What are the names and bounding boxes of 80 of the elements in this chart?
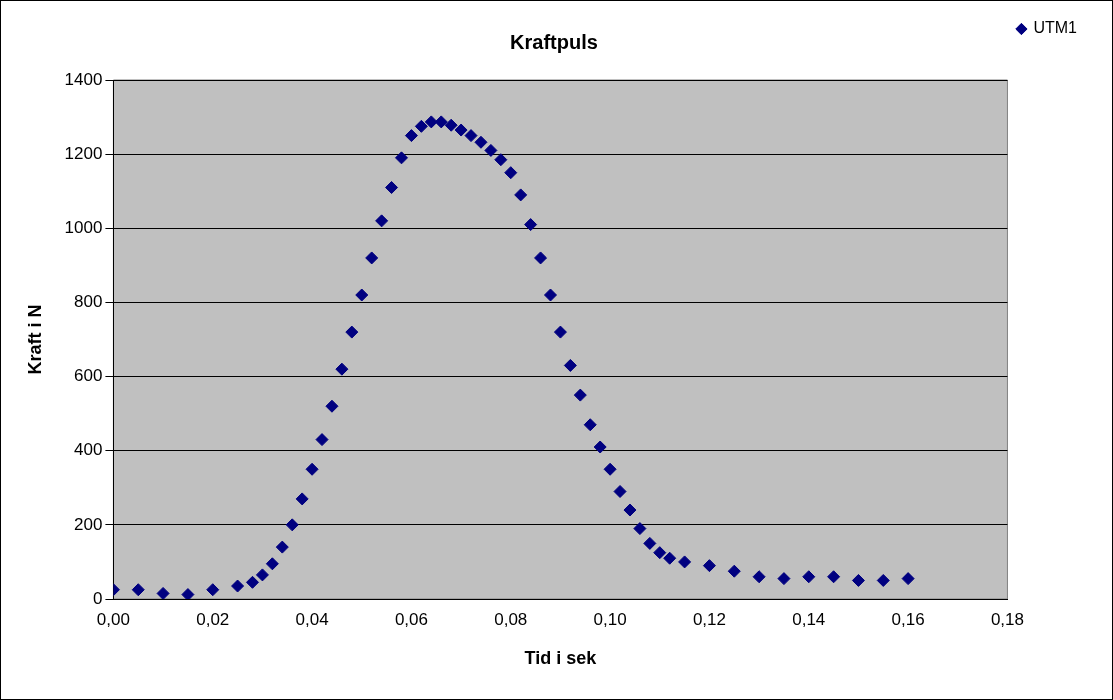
chart-title: Kraftpuls <box>510 30 598 53</box>
point <box>643 536 657 550</box>
point <box>206 583 220 597</box>
point <box>593 440 607 454</box>
point <box>265 557 279 571</box>
point <box>325 399 339 413</box>
point <box>583 418 597 432</box>
point <box>494 153 508 167</box>
point <box>524 218 538 232</box>
point <box>464 129 478 143</box>
point <box>613 484 627 498</box>
x-tick-label: 0,18 <box>990 609 1024 629</box>
point <box>534 251 548 265</box>
x-tick-label: 0,10 <box>593 609 627 629</box>
y-tick-label: 400 <box>74 440 103 460</box>
point <box>777 572 791 586</box>
point <box>514 188 528 202</box>
x-tick-label: 0,14 <box>792 609 826 629</box>
y-tick-label: 200 <box>74 514 103 534</box>
point <box>678 555 692 569</box>
y-tick-label: 800 <box>74 292 103 312</box>
x-tick-label: 0,08 <box>494 609 528 629</box>
point <box>573 388 587 402</box>
x-tick-label: 0,00 <box>96 609 130 629</box>
x-tick-label: 0,06 <box>394 609 428 629</box>
point <box>504 166 518 180</box>
x-tick-label: 0,12 <box>692 609 726 629</box>
x-tick-label: 0,04 <box>295 609 329 629</box>
point <box>752 570 766 584</box>
point <box>727 564 741 578</box>
legend-label: UTM1 <box>1033 19 1078 37</box>
point <box>474 135 488 149</box>
point <box>553 325 567 339</box>
point <box>454 123 468 137</box>
y-tick-label: 1000 <box>64 217 103 237</box>
point <box>345 325 359 339</box>
point <box>365 251 379 265</box>
y-tick-label: 0 <box>92 588 103 608</box>
point <box>275 540 289 554</box>
point <box>335 362 349 376</box>
point <box>876 573 890 587</box>
point <box>315 433 329 447</box>
x-tick-label: 0,02 <box>196 609 230 629</box>
point <box>385 181 399 195</box>
x-axis-title: Tid i sek <box>524 648 598 669</box>
point <box>404 129 418 143</box>
point <box>394 151 408 165</box>
y-tick-label: 600 <box>74 366 103 386</box>
y-tick-label: 1400 <box>64 69 103 89</box>
point <box>156 586 170 599</box>
point <box>544 288 557 302</box>
y-axis-title: Kraft i N <box>24 304 45 375</box>
point <box>603 462 617 476</box>
point <box>131 583 145 597</box>
point <box>231 579 245 593</box>
point <box>295 492 309 506</box>
point <box>663 551 677 565</box>
point <box>653 546 667 560</box>
point <box>827 570 841 584</box>
point <box>375 214 389 228</box>
point <box>633 522 647 536</box>
point <box>355 288 369 302</box>
point <box>851 573 865 587</box>
point <box>181 588 195 599</box>
point <box>484 143 498 157</box>
y-tick-label: 1200 <box>64 143 103 163</box>
point <box>901 572 915 586</box>
point <box>414 119 428 133</box>
point <box>623 503 637 517</box>
point <box>424 115 438 129</box>
point <box>802 570 816 584</box>
point <box>285 518 299 532</box>
point <box>305 462 319 476</box>
x-tick-label: 0,16 <box>891 609 925 629</box>
point <box>444 118 458 132</box>
point <box>434 115 448 129</box>
point <box>245 575 259 589</box>
point <box>563 358 577 372</box>
point <box>702 559 716 573</box>
point <box>255 568 269 582</box>
